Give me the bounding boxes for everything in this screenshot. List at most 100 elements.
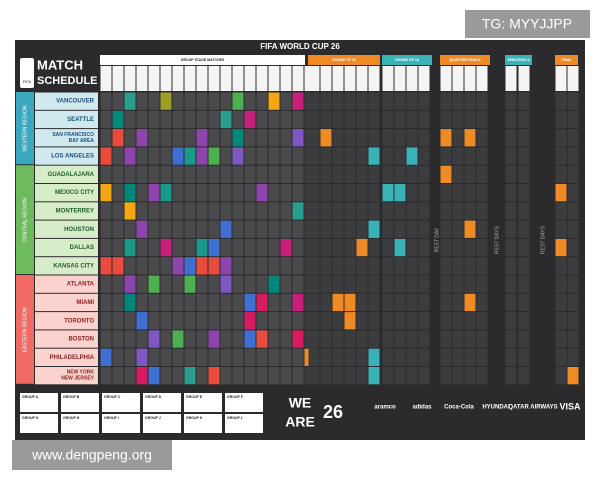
match-cell	[555, 275, 567, 293]
match-cell	[320, 293, 332, 312]
match-cell	[440, 184, 452, 202]
match-cell	[394, 257, 406, 275]
sponsor: Coca-Cola	[444, 405, 474, 411]
region-band	[16, 165, 34, 274]
match-cell	[476, 147, 488, 165]
match-cell	[452, 92, 464, 110]
match-cell	[382, 220, 394, 238]
match-cell	[567, 220, 579, 238]
match-cell	[268, 92, 280, 110]
match-cell	[344, 367, 356, 385]
match-cell	[220, 165, 232, 183]
match-cell	[124, 312, 136, 330]
match-cell	[406, 293, 418, 312]
region-band	[16, 275, 34, 384]
match-cell	[184, 110, 196, 129]
match-cell	[332, 275, 344, 293]
match-cell	[196, 312, 208, 330]
date-header	[406, 66, 418, 91]
match-cell	[172, 293, 184, 312]
match-cell	[418, 184, 430, 202]
match-cell	[100, 202, 112, 220]
match-cell	[256, 110, 268, 129]
match-cell	[452, 312, 464, 330]
match-cell	[320, 275, 332, 293]
match-cell	[268, 129, 280, 147]
match-cell	[332, 367, 344, 385]
match-cell	[160, 220, 172, 238]
match-cell	[244, 367, 256, 385]
match-cell	[136, 92, 148, 110]
date-header	[555, 66, 567, 91]
match-cell	[208, 367, 220, 385]
match-cell	[256, 202, 268, 220]
match-cell	[308, 147, 320, 165]
date-header	[124, 66, 136, 91]
stage-band	[440, 55, 490, 65]
date-header	[208, 66, 220, 91]
match-cell	[464, 165, 476, 183]
match-cell	[368, 110, 380, 129]
group-box	[102, 393, 140, 412]
match-cell	[280, 312, 292, 330]
stage-label: ROUND OF 32	[332, 58, 356, 62]
match-cell	[184, 184, 196, 202]
match-cell	[244, 312, 256, 330]
match-cell	[368, 220, 380, 238]
date-header	[344, 66, 356, 91]
match-cell	[382, 92, 394, 110]
match-cell	[452, 348, 464, 366]
match-cell	[394, 238, 406, 257]
match-cell	[268, 110, 280, 129]
match-cell	[464, 110, 476, 129]
match-cell	[356, 202, 368, 220]
group-box	[225, 414, 263, 433]
match-cell	[232, 129, 244, 147]
match-cell	[112, 330, 124, 348]
match-cell	[244, 257, 256, 275]
match-cell	[505, 238, 517, 257]
match-cell	[220, 312, 232, 330]
match-cell	[232, 92, 244, 110]
match-cell	[567, 184, 579, 202]
city-cell	[35, 312, 98, 330]
city-name: GUADALAJARA	[48, 172, 95, 178]
match-cell	[518, 293, 530, 312]
match-cell	[220, 110, 232, 129]
match-cell	[356, 147, 368, 165]
group-label: GROUP I	[104, 416, 119, 420]
match-cell	[196, 238, 208, 257]
match-cell	[136, 147, 148, 165]
match-cell	[356, 348, 368, 366]
match-cell	[356, 165, 368, 183]
match-cell	[124, 92, 136, 110]
match-cell	[292, 129, 304, 147]
match-cell	[148, 184, 160, 202]
match-cell	[344, 165, 356, 183]
match-cell	[220, 348, 232, 366]
match-cell	[476, 165, 488, 183]
match-cell	[256, 348, 268, 366]
match-cell	[394, 165, 406, 183]
match-cell	[208, 275, 220, 293]
match-cell	[406, 312, 418, 330]
match-cell	[256, 330, 268, 348]
match-cell	[518, 312, 530, 330]
match-cell	[136, 293, 148, 312]
match-cell	[567, 293, 579, 312]
match-cell	[184, 348, 196, 366]
sponsor: VISA	[559, 401, 581, 411]
match-cell	[518, 147, 530, 165]
match-cell	[124, 202, 136, 220]
match-cell	[148, 312, 160, 330]
match-cell	[100, 220, 112, 238]
match-cell	[268, 184, 280, 202]
date-header	[220, 66, 232, 91]
match-cell	[308, 238, 320, 257]
match-cell	[196, 92, 208, 110]
group-label: GROUP J	[145, 416, 161, 420]
match-cell	[382, 184, 394, 202]
match-cell	[368, 147, 380, 165]
match-cell	[555, 184, 567, 202]
match-cell	[172, 184, 184, 202]
